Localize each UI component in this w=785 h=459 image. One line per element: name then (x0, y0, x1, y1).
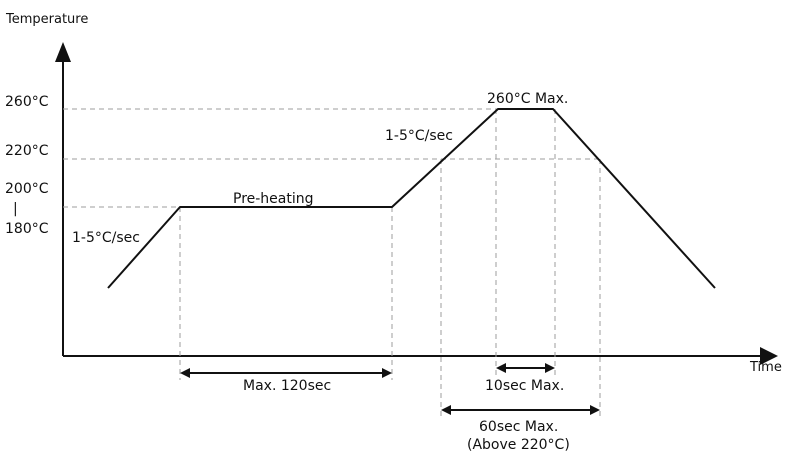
temp-label-260: 260°C (5, 94, 49, 110)
x-axis-title: Time (749, 360, 782, 375)
temp-label-180: 180°C (5, 221, 49, 237)
preheat-duration-label: Max. 120sec (243, 378, 331, 394)
x-axis-arrowhead (760, 347, 778, 365)
y-axis-arrowhead (55, 42, 71, 62)
y-axis-title: Temperature (5, 12, 88, 27)
peak-temperature-label: 260°C Max. (487, 91, 568, 107)
reflow-profile-curve (107, 108, 716, 289)
temp-range-separator: | (13, 201, 18, 217)
temp-label-220: 220°C (5, 143, 49, 159)
above-220-duration-label-line1: 60sec Max. (479, 419, 558, 435)
peak-duration-label: 10sec Max. (485, 378, 564, 394)
above-220-duration-label-line2: (Above 220°C) (467, 437, 570, 453)
temp-label-200: 200°C (5, 181, 49, 197)
reflow-ramp-rate-label: 1-5°C/sec (385, 128, 453, 144)
preheat-ramp-rate-label: 1-5°C/sec (72, 230, 140, 246)
preheating-label: Pre-heating (233, 191, 314, 207)
